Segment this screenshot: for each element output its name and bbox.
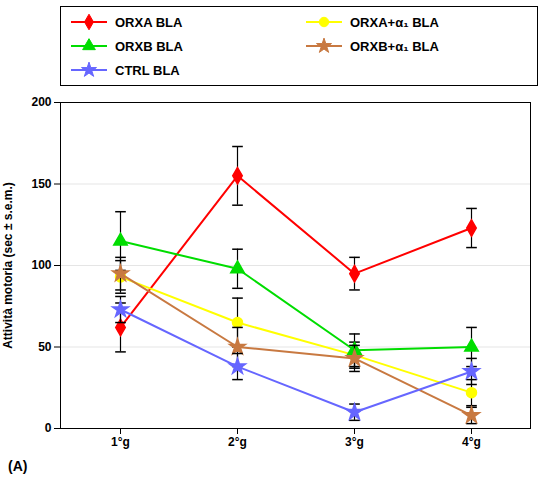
svg-text:2°g: 2°g xyxy=(228,435,247,449)
html-text:(A): (A) xyxy=(8,458,28,474)
svg-text:50: 50 xyxy=(38,340,52,354)
svg-text:4°g: 4°g xyxy=(462,435,481,449)
svg-text:200: 200 xyxy=(31,95,51,109)
svg-text:Attività motoria (sec ± s.e.m.: Attività motoria (sec ± s.e.m.) xyxy=(1,182,15,349)
html-text:CTRL BLA: CTRL BLA xyxy=(115,62,180,78)
html-text:ORXB+α₁ BLA: ORXB+α₁ BLA xyxy=(350,38,439,54)
html-text:ORXB BLA: ORXB BLA xyxy=(115,38,183,54)
svg-text:3°g: 3°g xyxy=(345,435,364,449)
svg-text:100: 100 xyxy=(31,258,51,272)
html-text:ORXA+α₁ BLA: ORXA+α₁ BLA xyxy=(350,14,439,30)
svg-text:0: 0 xyxy=(45,421,52,435)
html-text:ORXA BLA: ORXA BLA xyxy=(115,14,183,30)
svg-text:150: 150 xyxy=(31,177,51,191)
svg-text:1°g: 1°g xyxy=(111,435,130,449)
